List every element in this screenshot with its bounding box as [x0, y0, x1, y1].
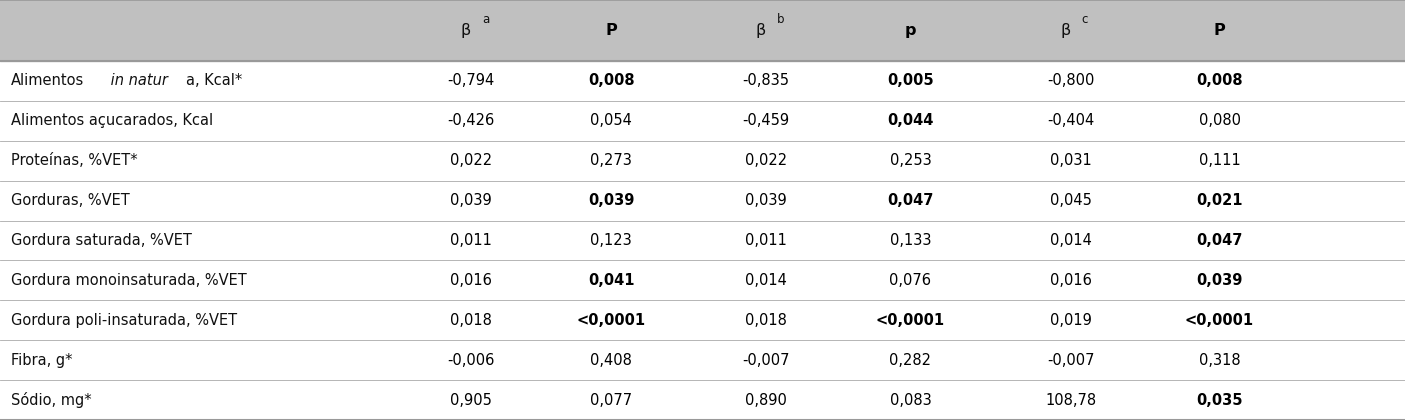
- Text: 0,014: 0,014: [745, 273, 787, 288]
- Text: -0,007: -0,007: [1047, 353, 1094, 368]
- Bar: [0, 61, 1405, 101]
- Text: 0,008: 0,008: [1196, 74, 1243, 88]
- Text: -0,835: -0,835: [742, 74, 790, 88]
- Text: 0,039: 0,039: [1196, 273, 1243, 288]
- Text: 0,019: 0,019: [1050, 313, 1092, 328]
- Bar: [0, 340, 1405, 380]
- Bar: [0, 260, 1405, 300]
- Text: 0,080: 0,080: [1198, 113, 1241, 128]
- Text: <0,0001: <0,0001: [576, 313, 646, 328]
- Text: 108,78: 108,78: [1045, 393, 1096, 407]
- Text: 0,282: 0,282: [889, 353, 932, 368]
- Text: β: β: [756, 23, 766, 38]
- Text: 0,039: 0,039: [745, 193, 787, 208]
- Bar: [0, 380, 1405, 420]
- Text: 0,253: 0,253: [889, 153, 932, 168]
- Text: 0,014: 0,014: [1050, 233, 1092, 248]
- Text: 0,273: 0,273: [590, 153, 632, 168]
- Bar: [0, 0, 1405, 61]
- Text: P: P: [606, 23, 617, 38]
- Text: β: β: [1061, 23, 1071, 38]
- Text: β: β: [461, 23, 471, 38]
- Text: P: P: [1214, 23, 1225, 38]
- Text: 0,018: 0,018: [745, 313, 787, 328]
- Text: 0,039: 0,039: [450, 193, 492, 208]
- Text: -0,006: -0,006: [447, 353, 495, 368]
- Text: 0,054: 0,054: [590, 113, 632, 128]
- Text: p: p: [905, 23, 916, 38]
- Text: 0,005: 0,005: [887, 74, 934, 88]
- Text: Alimentos açucarados, Kcal: Alimentos açucarados, Kcal: [11, 113, 214, 128]
- Text: 0,035: 0,035: [1196, 393, 1243, 407]
- Text: -0,800: -0,800: [1047, 74, 1094, 88]
- Text: 0,111: 0,111: [1198, 153, 1241, 168]
- Text: 0,021: 0,021: [1196, 193, 1243, 208]
- Text: <0,0001: <0,0001: [875, 313, 946, 328]
- Bar: [0, 141, 1405, 181]
- Text: 0,077: 0,077: [590, 393, 632, 407]
- Text: 0,408: 0,408: [590, 353, 632, 368]
- Bar: [0, 300, 1405, 340]
- Text: in natur: in natur: [105, 74, 167, 88]
- Text: <0,0001: <0,0001: [1184, 313, 1255, 328]
- Text: 0,031: 0,031: [1050, 153, 1092, 168]
- Text: 0,905: 0,905: [450, 393, 492, 407]
- Text: b: b: [777, 13, 784, 26]
- Text: 0,041: 0,041: [587, 273, 635, 288]
- Text: -0,007: -0,007: [742, 353, 790, 368]
- Text: 0,018: 0,018: [450, 313, 492, 328]
- Text: Sódio, mg*: Sódio, mg*: [11, 392, 91, 408]
- Text: Alimentos: Alimentos: [11, 74, 84, 88]
- Text: 0,133: 0,133: [889, 233, 932, 248]
- Text: Fibra, g*: Fibra, g*: [11, 353, 73, 368]
- Text: 0,011: 0,011: [450, 233, 492, 248]
- Text: 0,083: 0,083: [889, 393, 932, 407]
- Text: Gorduras, %VET: Gorduras, %VET: [11, 193, 131, 208]
- Text: 0,022: 0,022: [450, 153, 492, 168]
- Text: 0,016: 0,016: [1050, 273, 1092, 288]
- Text: 0,008: 0,008: [587, 74, 635, 88]
- Text: 0,318: 0,318: [1198, 353, 1241, 368]
- Text: 0,890: 0,890: [745, 393, 787, 407]
- Text: -0,404: -0,404: [1047, 113, 1094, 128]
- Text: 0,011: 0,011: [745, 233, 787, 248]
- Text: 0,044: 0,044: [887, 113, 934, 128]
- Text: 0,045: 0,045: [1050, 193, 1092, 208]
- Bar: [0, 181, 1405, 220]
- Text: Proteínas, %VET*: Proteínas, %VET*: [11, 153, 138, 168]
- Text: -0,459: -0,459: [742, 113, 790, 128]
- Bar: [0, 220, 1405, 260]
- Bar: [0, 101, 1405, 141]
- Text: 0,123: 0,123: [590, 233, 632, 248]
- Text: a, Kcal*: a, Kcal*: [185, 74, 242, 88]
- Text: 0,039: 0,039: [587, 193, 635, 208]
- Text: c: c: [1082, 13, 1089, 26]
- Text: 0,022: 0,022: [745, 153, 787, 168]
- Text: -0,794: -0,794: [447, 74, 495, 88]
- Text: a: a: [482, 13, 489, 26]
- Text: Gordura poli-insaturada, %VET: Gordura poli-insaturada, %VET: [11, 313, 237, 328]
- Text: -0,426: -0,426: [447, 113, 495, 128]
- Text: 0,047: 0,047: [1196, 233, 1243, 248]
- Text: 0,047: 0,047: [887, 193, 934, 208]
- Text: 0,016: 0,016: [450, 273, 492, 288]
- Text: Gordura monoinsaturada, %VET: Gordura monoinsaturada, %VET: [11, 273, 247, 288]
- Text: 0,076: 0,076: [889, 273, 932, 288]
- Text: Gordura saturada, %VET: Gordura saturada, %VET: [11, 233, 192, 248]
